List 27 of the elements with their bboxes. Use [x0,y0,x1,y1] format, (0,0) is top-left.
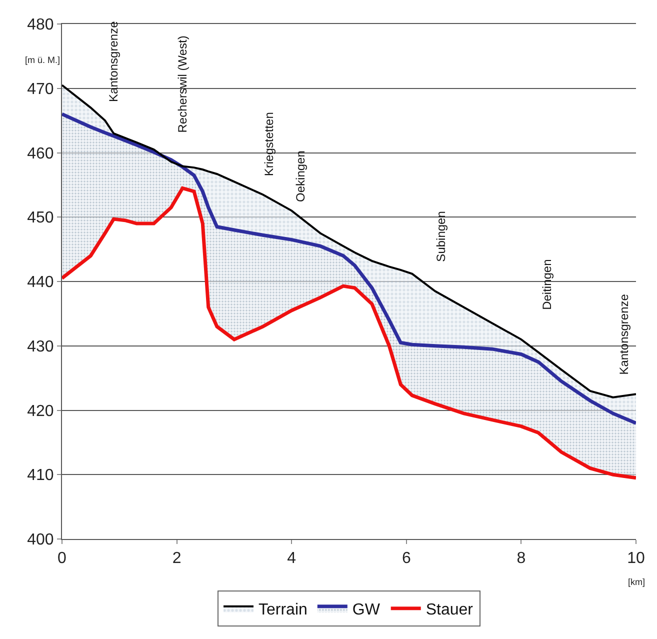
x-tick-label: 6 [402,550,411,568]
x-tick-label: 10 [627,550,645,568]
annotation: Kriegstetten [262,112,276,176]
annotation: Oekingen [293,150,308,202]
y-tick-label: 410 [27,467,54,484]
x-tick-label: 2 [172,550,182,568]
annotation: Subingen [434,211,448,262]
x-tick-label: 4 [287,550,296,568]
legend-label: Stauer [426,602,474,619]
y-tick-label: 440 [27,274,54,292]
annotation: Deitingen [540,259,554,310]
y-tick-label: 470 [27,80,54,98]
y-tick-label: 460 [27,145,54,162]
y-tick-label: 450 [27,210,54,227]
annotation: Recherswil (West) [175,36,190,133]
y-tick-label: 430 [27,338,54,356]
x-axis-title: [km] [628,577,645,587]
y-tick-label: 400 [27,532,54,549]
y-axis-title: [m ü. M.] [25,55,60,65]
y-tick-label: 420 [27,402,54,420]
annotation: Kantonsgrenze [106,20,120,102]
y-tick-label: 480 [27,16,54,34]
x-tick-label: 0 [58,550,67,568]
annotation: Kantonsgrenze [617,294,632,375]
legend-label: GW [352,602,381,619]
x-tick-label: 8 [516,550,526,568]
legend-label: Terrain [258,602,308,619]
